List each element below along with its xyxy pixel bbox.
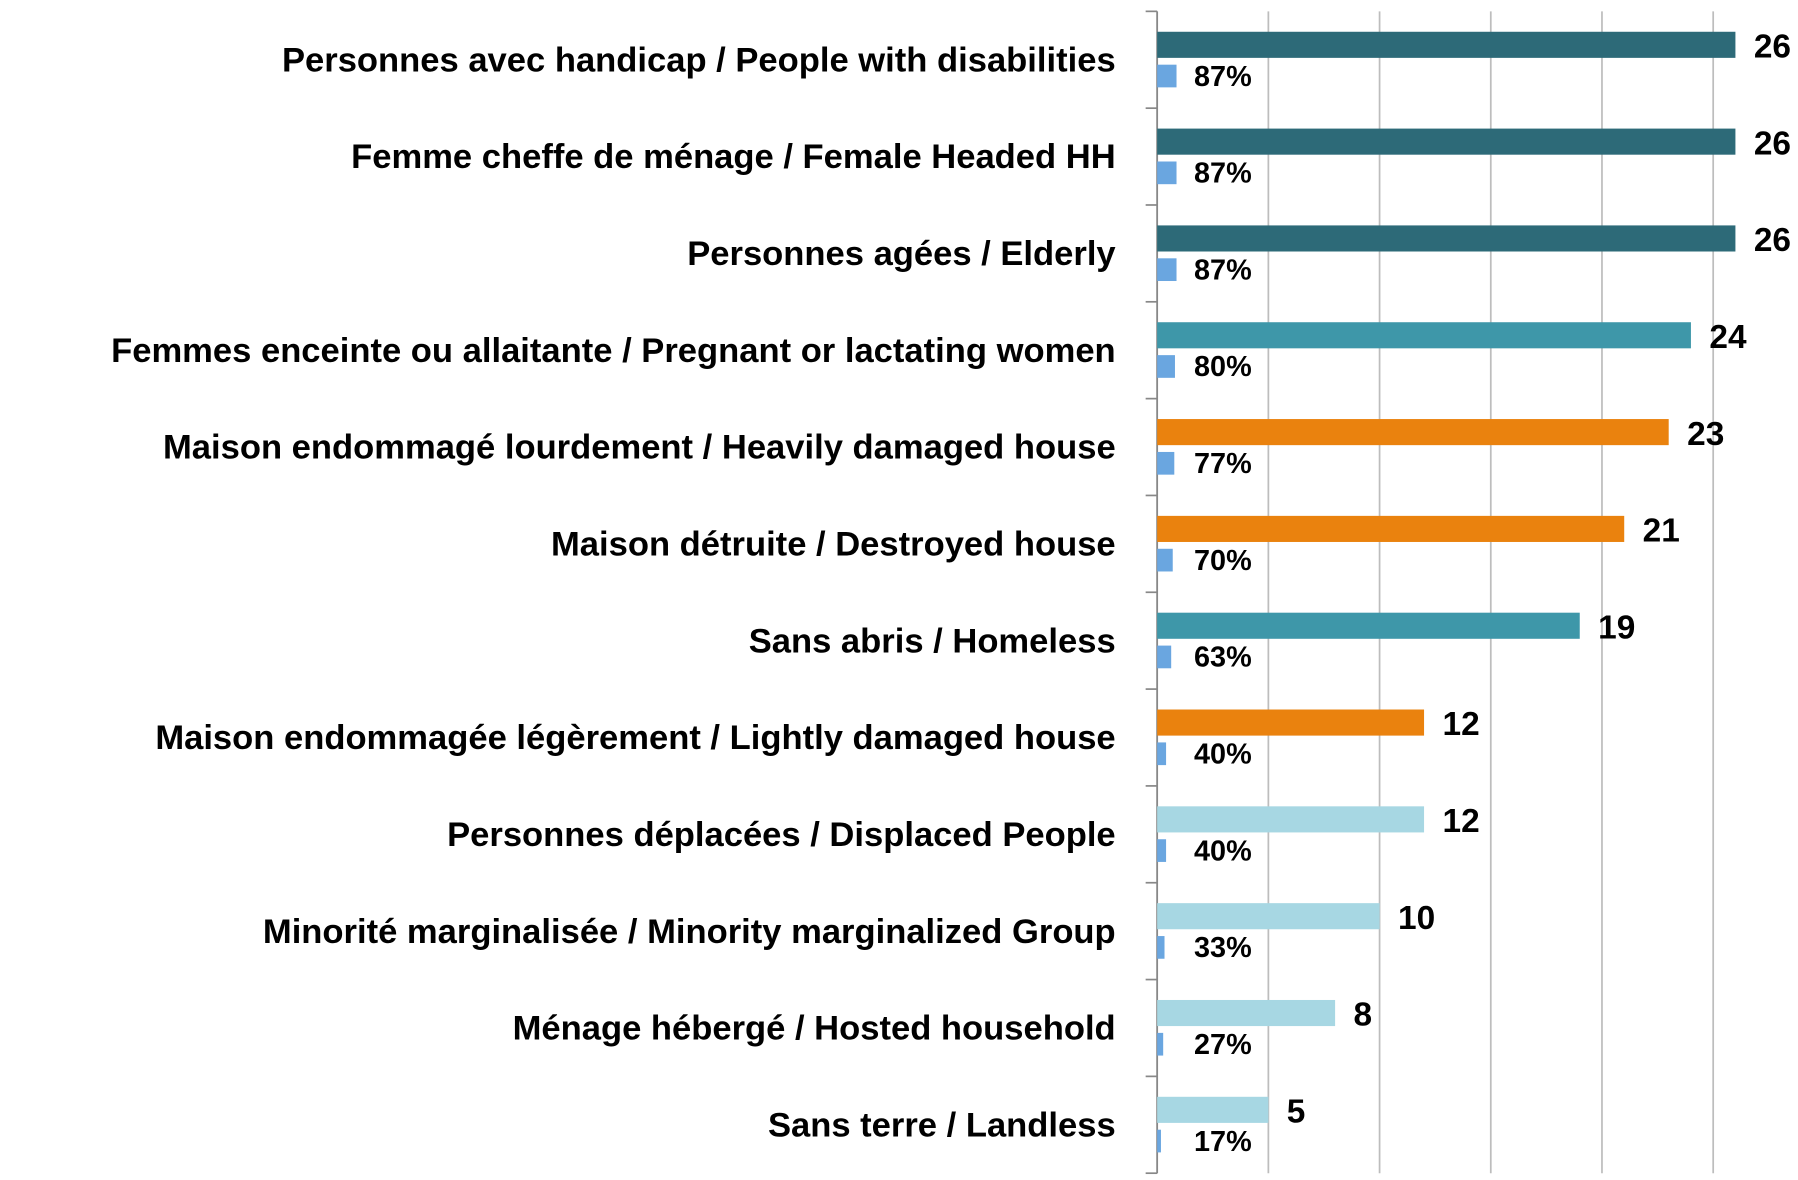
y-tick-label: Maison endommagé lourdement / Heavily da… <box>163 429 1116 467</box>
y-tick-label: Femmes enceinte ou allaitante / Pregnant… <box>111 332 1116 370</box>
y-tick-label: Personnes agées / Elderly <box>687 235 1115 273</box>
data-label: 87% <box>1194 61 1252 93</box>
data-label: 12 <box>1442 803 1479 840</box>
bar <box>1157 258 1177 282</box>
bar <box>1157 1129 1161 1153</box>
data-label: 12 <box>1442 706 1479 743</box>
data-label: 70% <box>1194 545 1252 577</box>
bar <box>1157 839 1167 862</box>
y-tick-label: Ménage hébergé / Hosted household <box>513 1010 1116 1048</box>
y-tick-label: Personnes déplacées / Displaced People <box>447 816 1116 854</box>
y-tick-label: Femme cheffe de ménage / Female Headed H… <box>351 138 1116 176</box>
data-label: 17% <box>1194 1126 1252 1158</box>
bar <box>1157 645 1172 669</box>
bar <box>1157 419 1669 446</box>
data-label: 19 <box>1598 610 1635 647</box>
y-tick-label: Minorité marginalisée / Minority margina… <box>263 913 1116 951</box>
bar <box>1157 742 1167 766</box>
bar <box>1157 451 1175 475</box>
data-label: 24 <box>1709 319 1747 356</box>
data-label: 87% <box>1194 255 1252 287</box>
bar <box>1157 355 1175 378</box>
bar <box>1157 64 1177 88</box>
data-label: 80% <box>1194 351 1252 383</box>
y-tick-label: Maison endommagée légèrement / Lightly d… <box>155 719 1115 757</box>
bar <box>1157 936 1165 959</box>
data-label: 26 <box>1754 222 1791 259</box>
bar <box>1157 709 1425 736</box>
bar <box>1157 322 1691 349</box>
data-label: 40% <box>1194 739 1252 771</box>
data-label: 10 <box>1398 900 1435 937</box>
data-label: 63% <box>1194 642 1252 674</box>
bar <box>1157 806 1425 833</box>
y-tick-label: Sans abris / Homeless <box>749 623 1116 661</box>
data-label: 33% <box>1194 932 1252 964</box>
data-label: 40% <box>1194 836 1252 868</box>
data-label: 23 <box>1687 416 1724 453</box>
y-tick-label: Personnes avec handicap / People with di… <box>282 42 1116 80</box>
bar <box>1157 225 1736 252</box>
bar <box>1157 161 1177 185</box>
bar <box>1157 903 1380 930</box>
bar <box>1157 1032 1164 1056</box>
data-label: 26 <box>1754 29 1791 66</box>
bar <box>1157 1096 1269 1123</box>
y-tick-label: Maison détruite / Destroyed house <box>551 526 1116 564</box>
bar <box>1157 31 1736 58</box>
bar <box>1157 999 1336 1027</box>
data-label: 27% <box>1194 1029 1252 1061</box>
data-label: 5 <box>1287 1094 1306 1131</box>
bar <box>1157 128 1736 155</box>
data-label: 21 <box>1643 513 1680 550</box>
data-label: 8 <box>1354 997 1373 1034</box>
data-label: 26 <box>1754 126 1791 163</box>
data-label: 77% <box>1194 448 1252 480</box>
bar <box>1157 612 1580 639</box>
y-tick-label: Sans terre / Landless <box>768 1107 1116 1145</box>
bar <box>1157 515 1625 542</box>
data-label: 87% <box>1194 158 1252 190</box>
bar <box>1157 548 1173 572</box>
